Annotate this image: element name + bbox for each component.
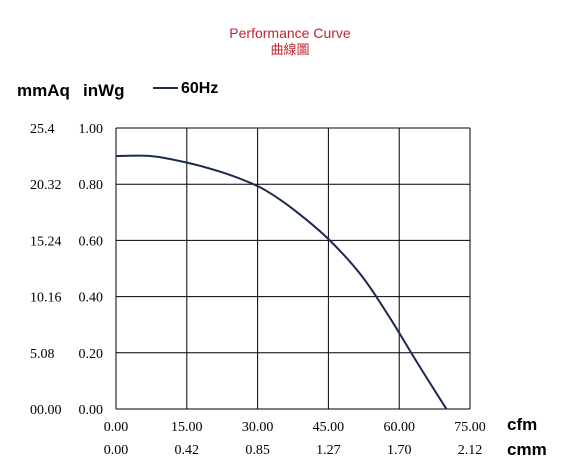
y2-tick-label: 25.4 [30,122,55,137]
y-tick-label: 0.00 [79,403,104,418]
x-tick-label: 75.00 [454,420,486,435]
y-tick-label: 0.20 [79,347,104,362]
y2-tick-label: 00.00 [30,403,62,418]
series-group [115,154,448,410]
y2-tick-label: 10.16 [30,291,62,306]
x2-tick-label: 1.70 [387,443,412,458]
x-tick-label: 60.00 [383,420,415,435]
y-tick-label: 0.40 [79,291,104,306]
x2-tick-label: 0.85 [245,443,270,458]
x-axis-label-primary: cfm [507,415,537,434]
x-axis-label-secondary: cmm [507,440,547,458]
tick-labels: 0.00 15.00 30.00 45.00 60.00 75.00 0.00 0.42 0.8… [30,122,486,458]
x-tick-label: 15.00 [171,420,203,435]
y2-tick-label: 15.24 [30,234,62,249]
chart-title: Performance Curve [229,25,351,41]
series-line-60hz [115,154,448,410]
x2-tick-label: 0.00 [104,443,129,458]
y-tick-label: 0.80 [79,178,104,193]
x2-tick-label: 1.27 [316,443,341,458]
x2-tick-label: 0.42 [175,443,200,458]
y2-tick-label: 20.32 [30,178,62,193]
x-tick-label: 45.00 [313,420,345,435]
y-tick-label: 1.00 [79,122,104,137]
x2-tick-label: 2.12 [458,443,483,458]
legend-label: 60Hz [181,80,218,97]
y-axis-label-secondary: inWg [83,81,125,100]
y2-tick-label: 5.08 [30,347,55,362]
chart-subtitle: 曲線圖 [270,42,309,57]
y-axis-label-primary: mmAq [17,81,70,100]
x-tick-label: 0.00 [104,420,129,435]
y-tick-label: 0.60 [79,234,104,249]
x-tick-label: 30.00 [242,420,274,435]
grid [115,127,471,410]
